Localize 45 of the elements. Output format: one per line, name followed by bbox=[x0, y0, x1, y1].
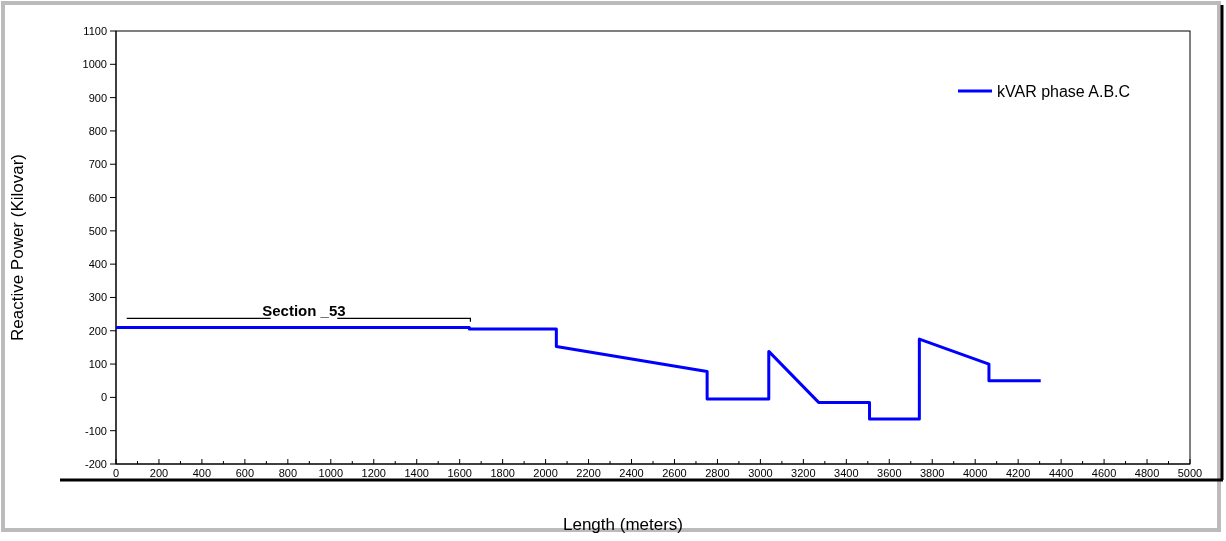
x-tick-label: 1600 bbox=[447, 467, 472, 479]
x-tick-label: 2200 bbox=[576, 467, 601, 479]
x-tick-label: 2000 bbox=[533, 467, 558, 479]
x-tick-label: 3600 bbox=[877, 467, 902, 479]
x-tick-label: 4600 bbox=[1091, 467, 1117, 479]
x-tick-label: 5000 bbox=[1177, 467, 1203, 479]
x-tick-label: 0 bbox=[112, 467, 120, 479]
x-tick-label: 4400 bbox=[1048, 467, 1074, 479]
x-tick-label: 4800 bbox=[1134, 467, 1160, 479]
legend-label: kVAR phase A.B.C bbox=[997, 83, 1131, 100]
x-axis-title: Length (meters) bbox=[563, 515, 683, 534]
x-tick-label: 400 bbox=[192, 467, 212, 479]
x-tick-label: 1400 bbox=[404, 467, 429, 479]
x-tick-label: 4000 bbox=[962, 467, 988, 479]
y-tick-label: -200 bbox=[84, 458, 107, 470]
y-tick-label: 300 bbox=[88, 291, 107, 304]
y-tick-label: 1000 bbox=[82, 58, 107, 71]
annotation: Section _53 bbox=[262, 301, 346, 319]
y-tick-label: 400 bbox=[88, 258, 107, 271]
y-tick-label: 500 bbox=[88, 224, 107, 237]
x-tick-label: 3800 bbox=[920, 467, 945, 479]
x-tick-label: 1200 bbox=[361, 467, 386, 479]
y-tick-label: 600 bbox=[88, 191, 107, 204]
line-series bbox=[114, 325, 1043, 421]
y-tick-label: 700 bbox=[88, 158, 107, 171]
y-tick-label: 900 bbox=[88, 91, 107, 104]
x-tick-label: 200 bbox=[149, 467, 169, 479]
x-tick-label: 1800 bbox=[490, 467, 515, 479]
y-axis-title: Reactive Power (Kilovar) bbox=[8, 153, 27, 342]
x-tick-label: 2400 bbox=[619, 467, 644, 479]
x-tick-label: 3400 bbox=[834, 467, 859, 479]
y-tick-label: 0 bbox=[100, 391, 107, 404]
y-tick-label: 800 bbox=[88, 124, 107, 137]
x-tick-label: 2600 bbox=[662, 467, 687, 479]
y-tick-label: 200 bbox=[88, 324, 107, 337]
y-tick-label: -100 bbox=[84, 424, 107, 437]
x-tick-label: 2800 bbox=[705, 467, 730, 479]
x-tick-label: 1000 bbox=[318, 467, 344, 479]
x-tick-label: 4200 bbox=[1005, 467, 1031, 479]
x-tick-label: 3200 bbox=[791, 467, 816, 479]
x-tick-label: 600 bbox=[235, 467, 255, 479]
y-tick-label: 1100 bbox=[83, 25, 107, 37]
x-tick-label: 3000 bbox=[748, 467, 773, 479]
y-tick-label: 100 bbox=[88, 358, 107, 371]
x-tick-label: 800 bbox=[278, 467, 298, 479]
